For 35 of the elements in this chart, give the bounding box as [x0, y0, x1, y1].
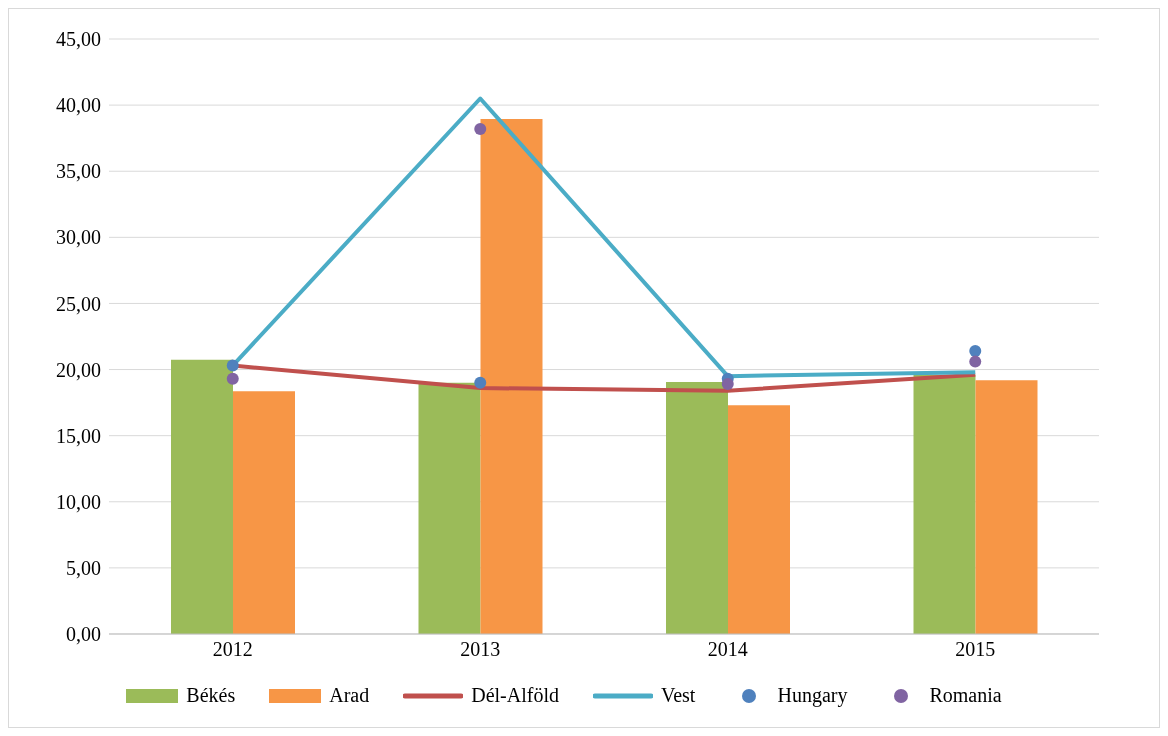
legend-label: Arad	[329, 684, 370, 707]
legend-label: Dél-Alföld	[471, 684, 559, 707]
x-tick-label: 2013	[460, 638, 501, 661]
bar	[728, 405, 790, 634]
y-tick-label: 30,00	[56, 226, 101, 249]
x-tick-label: 2014	[707, 638, 748, 661]
x-tick-label: 2012	[212, 638, 253, 661]
y-tick-label: 10,00	[56, 490, 101, 513]
bar	[171, 359, 233, 634]
legend-label: Vest	[660, 684, 696, 707]
bar	[666, 382, 728, 634]
x-tick-label: 2015	[955, 638, 996, 661]
bar	[418, 382, 481, 634]
y-tick-label: 25,00	[56, 292, 101, 315]
y-tick-label: 0,00	[66, 623, 101, 646]
point	[474, 122, 487, 135]
bar	[480, 118, 543, 634]
point	[969, 345, 982, 358]
bar	[975, 380, 1038, 634]
point	[721, 378, 734, 391]
legend-label: Romania	[929, 684, 1002, 707]
y-tick-label: 40,00	[56, 94, 101, 117]
y-tick-label: 15,00	[56, 424, 101, 447]
point	[226, 359, 239, 372]
point	[969, 355, 982, 368]
y-tick-label: 35,00	[56, 160, 101, 183]
y-tick-label: 20,00	[56, 358, 101, 381]
bar	[913, 374, 976, 634]
point	[474, 376, 487, 389]
y-tick-label: 5,00	[66, 556, 101, 579]
bar	[233, 391, 295, 634]
y-tick-label: 45,00	[56, 28, 101, 51]
legend-label: Hungary	[777, 684, 848, 707]
legend-label: Békés	[186, 684, 236, 707]
point	[226, 372, 239, 385]
